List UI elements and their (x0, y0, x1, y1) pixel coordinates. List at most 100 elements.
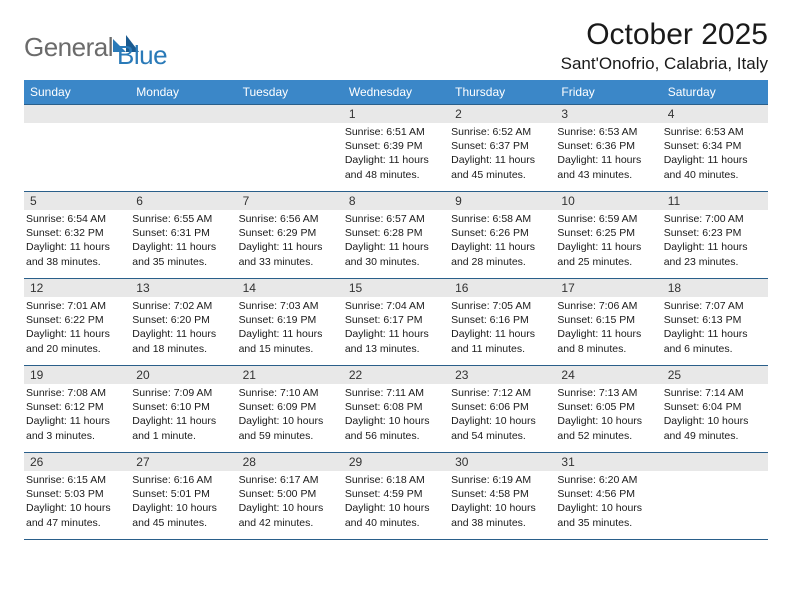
daylight-line: Daylight: 11 hours and 38 minutes. (26, 240, 126, 268)
day-number (130, 105, 236, 123)
daylight-line: Daylight: 11 hours and 13 minutes. (345, 327, 445, 355)
calendar-day-cell: 10Sunrise: 6:59 AMSunset: 6:25 PMDayligh… (555, 192, 661, 279)
calendar-week-row: 12Sunrise: 7:01 AMSunset: 6:22 PMDayligh… (24, 279, 768, 366)
day-number: 30 (449, 453, 555, 471)
sunset-line: Sunset: 6:39 PM (345, 139, 445, 153)
day-details: Sunrise: 6:53 AMSunset: 6:36 PMDaylight:… (555, 123, 661, 184)
sunset-line: Sunset: 6:34 PM (664, 139, 764, 153)
day-number (24, 105, 130, 123)
day-number: 9 (449, 192, 555, 210)
calendar-day-cell: 15Sunrise: 7:04 AMSunset: 6:17 PMDayligh… (343, 279, 449, 366)
calendar-day-cell: 17Sunrise: 7:06 AMSunset: 6:15 PMDayligh… (555, 279, 661, 366)
sunset-line: Sunset: 4:59 PM (345, 487, 445, 501)
day-number (237, 105, 343, 123)
sunset-line: Sunset: 6:32 PM (26, 226, 126, 240)
day-details: Sunrise: 7:01 AMSunset: 6:22 PMDaylight:… (24, 297, 130, 358)
sunset-line: Sunset: 6:09 PM (239, 400, 339, 414)
day-details: Sunrise: 7:14 AMSunset: 6:04 PMDaylight:… (662, 384, 768, 445)
daylight-line: Daylight: 10 hours and 47 minutes. (26, 501, 126, 529)
sunset-line: Sunset: 4:56 PM (557, 487, 657, 501)
location: Sant'Onofrio, Calabria, Italy (561, 54, 768, 74)
day-details: Sunrise: 6:54 AMSunset: 6:32 PMDaylight:… (24, 210, 130, 271)
weekday-header: Thursday (449, 80, 555, 105)
day-number: 12 (24, 279, 130, 297)
calendar-week-row: 1Sunrise: 6:51 AMSunset: 6:39 PMDaylight… (24, 105, 768, 192)
day-number: 21 (237, 366, 343, 384)
sunrise-line: Sunrise: 6:19 AM (451, 473, 551, 487)
sunset-line: Sunset: 6:26 PM (451, 226, 551, 240)
day-details: Sunrise: 6:20 AMSunset: 4:56 PMDaylight:… (555, 471, 661, 532)
calendar-day-cell: 29Sunrise: 6:18 AMSunset: 4:59 PMDayligh… (343, 453, 449, 540)
daylight-line: Daylight: 10 hours and 35 minutes. (557, 501, 657, 529)
day-details: Sunrise: 6:58 AMSunset: 6:26 PMDaylight:… (449, 210, 555, 271)
sunrise-line: Sunrise: 6:17 AM (239, 473, 339, 487)
calendar-day-cell: 21Sunrise: 7:10 AMSunset: 6:09 PMDayligh… (237, 366, 343, 453)
daylight-line: Daylight: 11 hours and 48 minutes. (345, 153, 445, 181)
sunset-line: Sunset: 6:17 PM (345, 313, 445, 327)
sunrise-line: Sunrise: 7:11 AM (345, 386, 445, 400)
calendar-day-cell: 1Sunrise: 6:51 AMSunset: 6:39 PMDaylight… (343, 105, 449, 192)
day-details: Sunrise: 7:06 AMSunset: 6:15 PMDaylight:… (555, 297, 661, 358)
daylight-line: Daylight: 11 hours and 8 minutes. (557, 327, 657, 355)
calendar-day-cell: 5Sunrise: 6:54 AMSunset: 6:32 PMDaylight… (24, 192, 130, 279)
day-details: Sunrise: 6:57 AMSunset: 6:28 PMDaylight:… (343, 210, 449, 271)
calendar-day-cell: 25Sunrise: 7:14 AMSunset: 6:04 PMDayligh… (662, 366, 768, 453)
calendar-day-cell: 19Sunrise: 7:08 AMSunset: 6:12 PMDayligh… (24, 366, 130, 453)
day-details: Sunrise: 7:09 AMSunset: 6:10 PMDaylight:… (130, 384, 236, 445)
daylight-line: Daylight: 10 hours and 56 minutes. (345, 414, 445, 442)
calendar-week-row: 19Sunrise: 7:08 AMSunset: 6:12 PMDayligh… (24, 366, 768, 453)
day-details: Sunrise: 6:15 AMSunset: 5:03 PMDaylight:… (24, 471, 130, 532)
daylight-line: Daylight: 11 hours and 6 minutes. (664, 327, 764, 355)
calendar-day-cell: 13Sunrise: 7:02 AMSunset: 6:20 PMDayligh… (130, 279, 236, 366)
day-details: Sunrise: 7:02 AMSunset: 6:20 PMDaylight:… (130, 297, 236, 358)
sunset-line: Sunset: 6:19 PM (239, 313, 339, 327)
day-number: 20 (130, 366, 236, 384)
logo: General Blue (24, 18, 167, 71)
sunrise-line: Sunrise: 7:08 AM (26, 386, 126, 400)
day-number: 4 (662, 105, 768, 123)
calendar-day-cell: 23Sunrise: 7:12 AMSunset: 6:06 PMDayligh… (449, 366, 555, 453)
calendar-day-cell (237, 105, 343, 192)
sunset-line: Sunset: 6:04 PM (664, 400, 764, 414)
day-number: 7 (237, 192, 343, 210)
calendar-day-cell: 28Sunrise: 6:17 AMSunset: 5:00 PMDayligh… (237, 453, 343, 540)
sunset-line: Sunset: 6:05 PM (557, 400, 657, 414)
sunrise-line: Sunrise: 6:57 AM (345, 212, 445, 226)
day-number: 17 (555, 279, 661, 297)
calendar-day-cell: 20Sunrise: 7:09 AMSunset: 6:10 PMDayligh… (130, 366, 236, 453)
calendar-day-cell: 6Sunrise: 6:55 AMSunset: 6:31 PMDaylight… (130, 192, 236, 279)
sunset-line: Sunset: 6:06 PM (451, 400, 551, 414)
day-number: 2 (449, 105, 555, 123)
calendar-day-cell: 9Sunrise: 6:58 AMSunset: 6:26 PMDaylight… (449, 192, 555, 279)
sunset-line: Sunset: 6:16 PM (451, 313, 551, 327)
sunrise-line: Sunrise: 7:02 AM (132, 299, 232, 313)
sunrise-line: Sunrise: 7:13 AM (557, 386, 657, 400)
calendar-day-cell: 30Sunrise: 6:19 AMSunset: 4:58 PMDayligh… (449, 453, 555, 540)
calendar-day-cell: 7Sunrise: 6:56 AMSunset: 6:29 PMDaylight… (237, 192, 343, 279)
day-number: 16 (449, 279, 555, 297)
daylight-line: Daylight: 10 hours and 40 minutes. (345, 501, 445, 529)
sunset-line: Sunset: 5:00 PM (239, 487, 339, 501)
daylight-line: Daylight: 11 hours and 11 minutes. (451, 327, 551, 355)
day-number: 23 (449, 366, 555, 384)
sunrise-line: Sunrise: 6:52 AM (451, 125, 551, 139)
day-number: 13 (130, 279, 236, 297)
sunset-line: Sunset: 6:22 PM (26, 313, 126, 327)
weekday-header: Tuesday (237, 80, 343, 105)
day-details: Sunrise: 7:07 AMSunset: 6:13 PMDaylight:… (662, 297, 768, 358)
day-number: 6 (130, 192, 236, 210)
sunrise-line: Sunrise: 6:54 AM (26, 212, 126, 226)
day-number: 8 (343, 192, 449, 210)
calendar-day-cell: 24Sunrise: 7:13 AMSunset: 6:05 PMDayligh… (555, 366, 661, 453)
sunrise-line: Sunrise: 6:53 AM (664, 125, 764, 139)
sunset-line: Sunset: 6:36 PM (557, 139, 657, 153)
day-details: Sunrise: 6:55 AMSunset: 6:31 PMDaylight:… (130, 210, 236, 271)
sunrise-line: Sunrise: 6:56 AM (239, 212, 339, 226)
day-details: Sunrise: 7:11 AMSunset: 6:08 PMDaylight:… (343, 384, 449, 445)
calendar-day-cell: 3Sunrise: 6:53 AMSunset: 6:36 PMDaylight… (555, 105, 661, 192)
sunrise-line: Sunrise: 6:53 AM (557, 125, 657, 139)
daylight-line: Daylight: 11 hours and 40 minutes. (664, 153, 764, 181)
sunset-line: Sunset: 6:08 PM (345, 400, 445, 414)
calendar-day-cell: 2Sunrise: 6:52 AMSunset: 6:37 PMDaylight… (449, 105, 555, 192)
calendar-day-cell: 27Sunrise: 6:16 AMSunset: 5:01 PMDayligh… (130, 453, 236, 540)
